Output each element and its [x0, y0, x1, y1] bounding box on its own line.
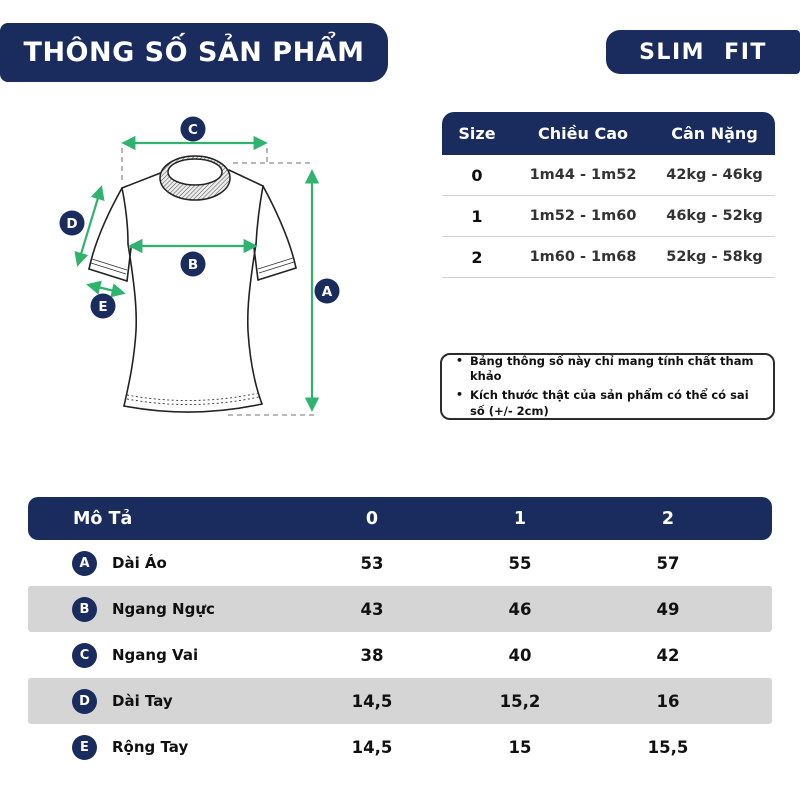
- row-name: Ngang Vai: [112, 646, 199, 664]
- size-table-row: 2 1m60 - 1m68 52kg - 58kg: [442, 237, 775, 278]
- size-table: Size Chiều Cao Cân Nặng 0 1m44 - 1m52 42…: [442, 112, 775, 278]
- value-cell: 15: [508, 737, 532, 757]
- page-title-text: THÔNG SỐ SẢN PHẨM: [23, 37, 365, 68]
- weight-cell: 42kg - 46kg: [666, 167, 763, 183]
- value-cell: 38: [360, 645, 384, 665]
- value-cell: 15,5: [647, 737, 689, 757]
- size-table-header-cell: Size: [458, 124, 496, 143]
- height-cell: 1m60 - 1m68: [529, 249, 637, 265]
- size-cell: 0: [471, 165, 483, 185]
- table-row: C Ngang Vai 38 40 42: [28, 632, 772, 678]
- value-cell: 15,2: [499, 691, 541, 711]
- table-row: E Rộng Tay 14,5 15 15,5: [28, 724, 772, 770]
- measurement-table-header: Mô Tả 0 1 2: [28, 497, 772, 540]
- note-box: • Bảng thông số này chỉ mang tính chất t…: [440, 353, 775, 420]
- value-cell: 46: [508, 599, 532, 619]
- row-badge: A: [72, 550, 97, 576]
- guide-lines: [121, 148, 317, 416]
- value-cell: 53: [360, 553, 384, 573]
- size-table-row: 0 1m44 - 1m52 42kg - 46kg: [442, 155, 775, 196]
- page-title: THÔNG SỐ SẢN PHẨM: [0, 23, 388, 82]
- size-table-header: Size Chiều Cao Cân Nặng: [442, 112, 775, 155]
- bullet-icon: •: [456, 388, 464, 401]
- row-label: E Rộng Tay: [28, 734, 298, 760]
- size-cell: 2: [471, 247, 483, 267]
- row-name: Rộng Tay: [112, 738, 189, 756]
- table-row: D Dài Tay 14,5 15,2 16: [28, 678, 772, 724]
- value-cell: 43: [360, 599, 384, 619]
- row-badge: C: [72, 642, 97, 668]
- weight-cell: 46kg - 52kg: [666, 208, 763, 224]
- row-badge: E: [72, 734, 97, 760]
- badge-b: B: [188, 257, 198, 273]
- row-name: Dài Tay: [112, 692, 173, 710]
- row-name: Dài Áo: [112, 554, 167, 572]
- row-label: A Dài Áo: [28, 550, 298, 576]
- bullet-icon: •: [456, 353, 464, 367]
- note-item: • Bảng thông số này chỉ mang tính chất t…: [452, 354, 763, 385]
- row-badge: B: [72, 596, 97, 622]
- note-text: Bảng thông số này chỉ mang tính chất tha…: [470, 353, 754, 384]
- note-text: Kích thước thật của sản phẩm có thể có s…: [470, 388, 749, 418]
- size-table-header-cell: Cân Nặng: [671, 124, 758, 143]
- row-label: C Ngang Vai: [28, 642, 298, 668]
- table-row: B Ngang Ngực 43 46 49: [28, 586, 772, 632]
- diagram-badges: A B C D E: [59, 116, 340, 319]
- arrow-sleeve-d: [74, 185, 105, 267]
- row-label: D Dài Tay: [28, 688, 298, 714]
- header-cell-size-0: 0: [365, 508, 379, 529]
- size-table-header-cell: Chiều Cao: [538, 124, 628, 143]
- header-cell-size-2: 2: [661, 508, 675, 529]
- fit-style-badge: SLIM FIT: [606, 30, 800, 74]
- badge-c: C: [188, 122, 198, 138]
- fit-style-text: SLIM FIT: [639, 39, 767, 65]
- tshirt-measurement-diagram: A B C D E: [59, 116, 340, 416]
- value-cell: 14,5: [351, 737, 393, 757]
- header-cell-size-1: 1: [513, 508, 527, 529]
- header-cell-description: Mô Tả: [73, 508, 133, 529]
- row-badge: D: [72, 688, 97, 714]
- value-cell: 42: [656, 645, 680, 665]
- row-label: B Ngang Ngực: [28, 596, 298, 622]
- value-cell: 16: [656, 691, 680, 711]
- badge-a: A: [322, 284, 333, 300]
- row-name: Ngang Ngực: [112, 600, 215, 618]
- value-cell: 55: [508, 553, 532, 573]
- height-cell: 1m52 - 1m60: [529, 208, 637, 224]
- height-cell: 1m44 - 1m52: [529, 167, 637, 183]
- value-cell: 14,5: [351, 691, 393, 711]
- tshirt-outline: [88, 169, 297, 413]
- value-cell: 40: [508, 645, 532, 665]
- value-cell: 49: [656, 599, 680, 619]
- size-cell: 1: [471, 206, 483, 226]
- badge-e: E: [98, 299, 107, 315]
- collar: [159, 155, 231, 201]
- size-table-row: 1 1m52 - 1m60 46kg - 52kg: [442, 196, 775, 237]
- note-item: • Kích thước thật của sản phẩm có thể có…: [452, 388, 763, 419]
- badge-d: D: [66, 216, 77, 232]
- table-row: A Dài Áo 53 55 57: [28, 540, 772, 586]
- measurement-arrows: [74, 135, 320, 412]
- measurement-table: Mô Tả 0 1 2 A Dài Áo 53 55 57 B Ngang Ng…: [28, 497, 772, 770]
- weight-cell: 52kg - 58kg: [666, 249, 763, 265]
- arrow-cuff-e: [86, 280, 126, 298]
- value-cell: 57: [656, 553, 680, 573]
